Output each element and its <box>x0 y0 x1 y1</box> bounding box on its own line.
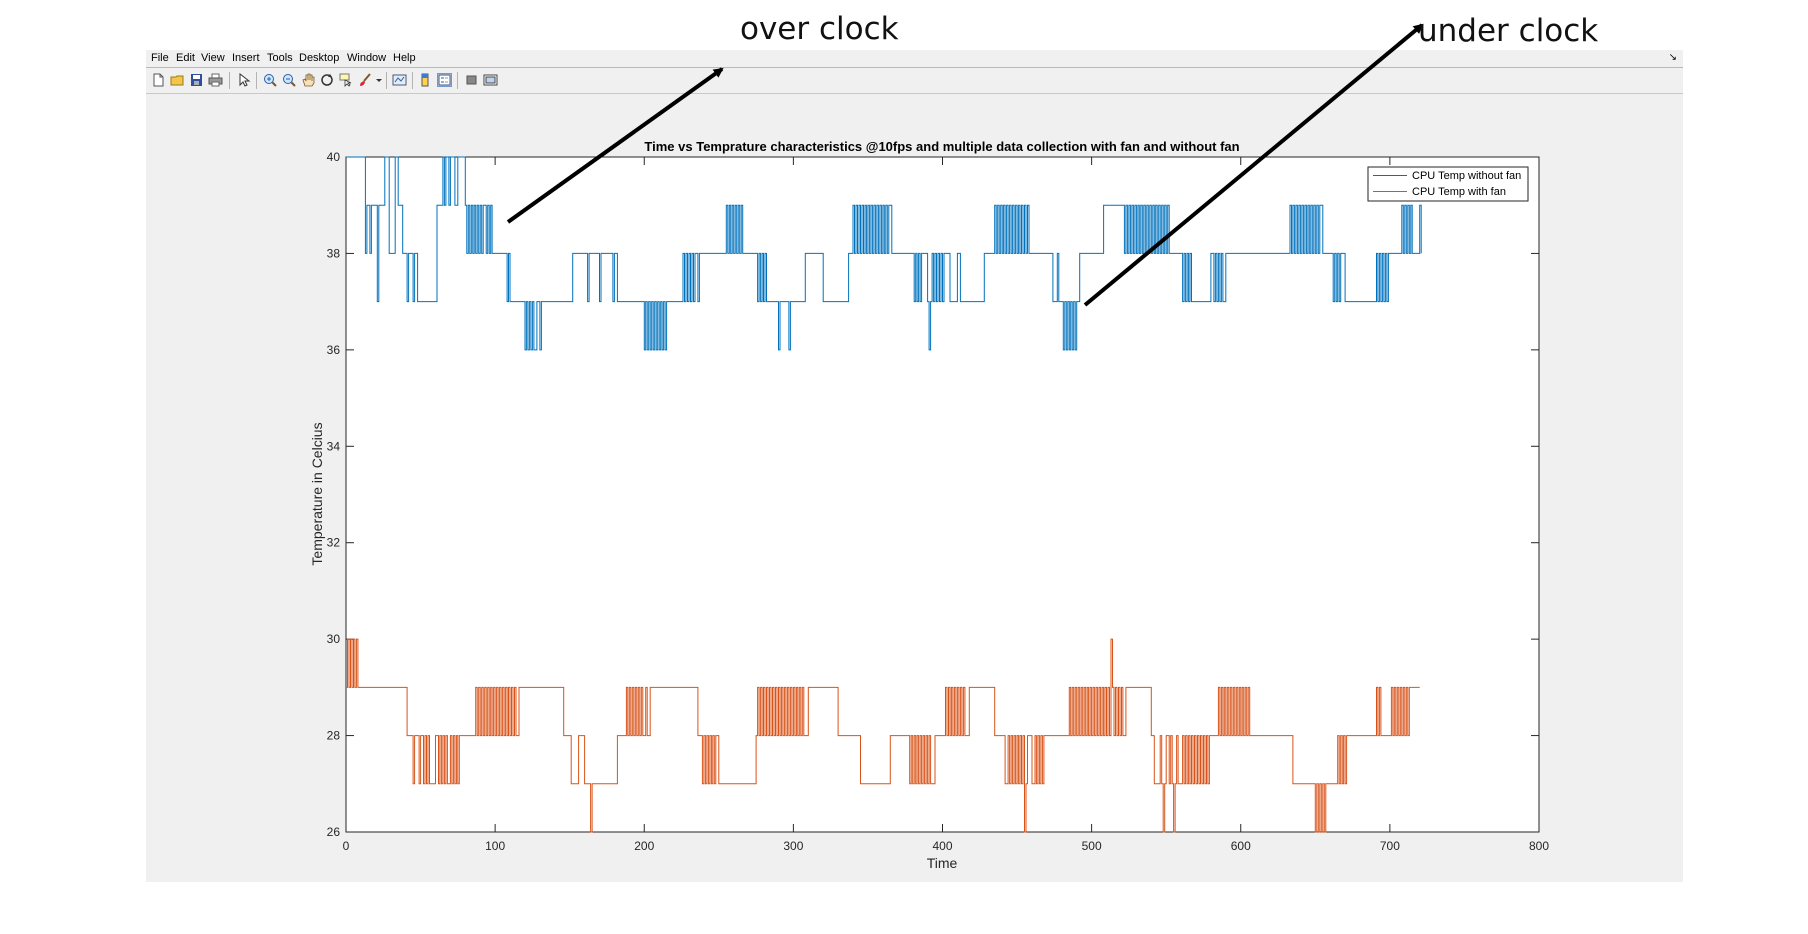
menu-bar: File Edit View Insert Tools Desktop Wind… <box>146 50 1683 67</box>
y-tick-label: 32 <box>327 536 341 550</box>
show-plot-tools-icon[interactable] <box>483 73 498 87</box>
axis-ticks: 0 100 200 300 400 500 600 700 800 26 28 30 32 34 36 38 4… <box>327 150 1550 853</box>
menu-divider <box>146 67 1683 68</box>
print-icon[interactable] <box>208 73 223 87</box>
x-axis-label: Time <box>927 855 958 871</box>
toolbar-divider <box>457 72 458 89</box>
menu-file[interactable]: File <box>151 52 169 64</box>
pointer-icon[interactable] <box>236 73 251 87</box>
series-layer <box>346 156 1422 833</box>
toolbar-divider <box>412 72 413 89</box>
chart-title: Time vs Temprature characteristics @10fp… <box>644 139 1239 154</box>
legend[interactable]: CPU Temp without fan CPU Temp with fan <box>1367 166 1529 202</box>
toolbar-divider <box>386 72 387 89</box>
x-tick-label: 200 <box>634 839 654 853</box>
series-line-with-fan <box>346 638 1420 833</box>
y-tick-label: 36 <box>327 343 341 357</box>
brush-icon[interactable] <box>358 73 373 87</box>
series-line-without-fan <box>346 156 1422 351</box>
toolbar-divider <box>229 72 230 89</box>
legend-label-with-fan: CPU Temp with fan <box>1412 186 1506 198</box>
legend-label-without-fan: CPU Temp without fan <box>1412 170 1521 182</box>
x-tick-label: 100 <box>485 839 505 853</box>
under-clock-arrow <box>1083 23 1424 307</box>
toolbar-divider-line <box>146 93 1683 94</box>
link-plot-icon[interactable] <box>392 73 407 87</box>
y-tick-label: 26 <box>327 825 341 839</box>
insert-colorbar-icon[interactable] <box>418 73 433 87</box>
over-clock-label: over clock <box>740 11 899 47</box>
save-icon[interactable] <box>189 73 204 87</box>
menu-edit[interactable]: Edit <box>176 52 195 64</box>
x-tick-label: 0 <box>343 839 350 853</box>
zoom-in-icon[interactable] <box>263 73 278 87</box>
zoom-out-icon[interactable] <box>282 73 297 87</box>
over-clock-arrow <box>506 67 724 224</box>
menu-insert[interactable]: Insert <box>232 52 260 64</box>
y-tick-label: 30 <box>327 632 341 646</box>
y-tick-label: 38 <box>327 246 341 260</box>
new-file-icon[interactable] <box>151 73 166 87</box>
dock-arrow-icon[interactable]: ↘ <box>1668 52 1677 63</box>
menu-desktop[interactable]: Desktop <box>299 52 340 64</box>
legend-box <box>1367 166 1529 202</box>
menu-view[interactable]: View <box>201 52 225 64</box>
y-tick-label: 28 <box>327 729 341 743</box>
open-folder-icon[interactable] <box>170 73 185 87</box>
y-axis-label: Temperature in Celcius <box>309 422 325 565</box>
toolbar <box>146 68 1683 92</box>
x-tick-label: 700 <box>1380 839 1400 853</box>
rotate-3d-icon[interactable] <box>320 73 335 87</box>
y-tick-label: 40 <box>327 150 341 164</box>
y-tick-label: 34 <box>327 439 341 453</box>
x-tick-label: 600 <box>1231 839 1251 853</box>
insert-legend-icon[interactable] <box>437 73 452 87</box>
dropdown-arrow-icon[interactable] <box>375 73 383 87</box>
hide-plot-tools-icon[interactable] <box>464 73 479 87</box>
x-tick-label: 400 <box>932 839 952 853</box>
toolbar-divider <box>256 72 257 89</box>
pan-hand-icon[interactable] <box>301 73 316 87</box>
x-tick-label: 300 <box>783 839 803 853</box>
data-cursor-icon[interactable] <box>339 73 354 87</box>
menu-tools[interactable]: Tools <box>267 52 293 64</box>
menu-help[interactable]: Help <box>393 52 416 64</box>
x-tick-label: 800 <box>1529 839 1549 853</box>
under-clock-label: under clock <box>1418 13 1598 49</box>
x-tick-label: 500 <box>1082 839 1102 853</box>
menu-window[interactable]: Window <box>347 52 387 64</box>
